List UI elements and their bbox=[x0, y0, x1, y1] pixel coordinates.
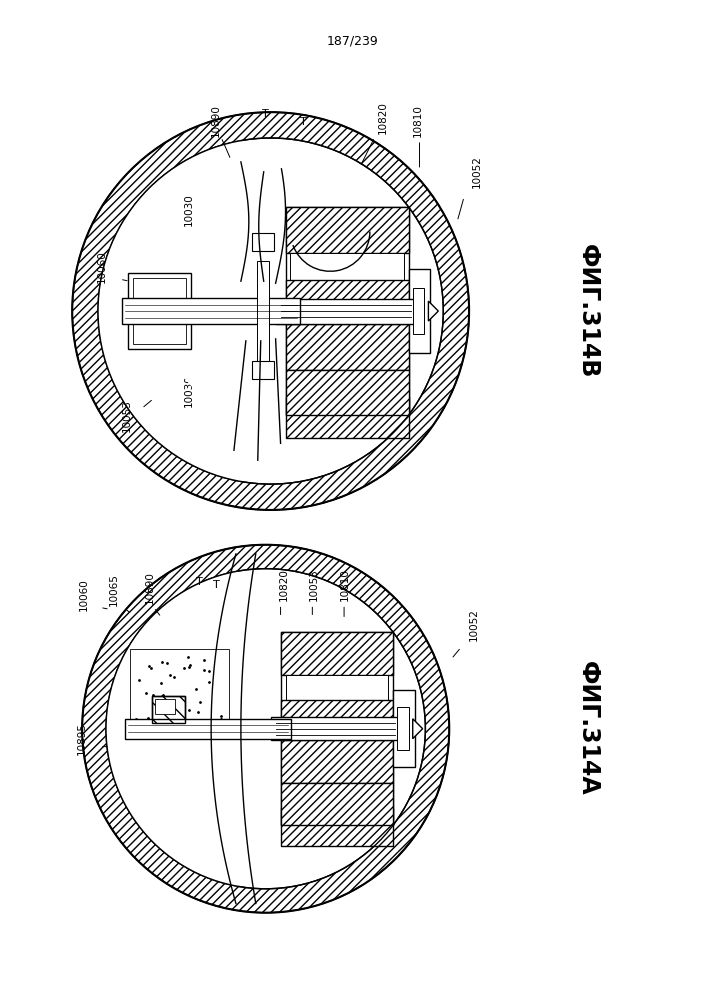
Bar bbox=[286, 397, 409, 438]
Text: 10053: 10053 bbox=[308, 568, 318, 601]
Text: T: T bbox=[262, 109, 269, 119]
Text: 10052: 10052 bbox=[472, 155, 482, 188]
Bar bbox=[281, 740, 393, 783]
Bar bbox=[152, 696, 185, 723]
Wedge shape bbox=[72, 112, 469, 510]
Bar bbox=[281, 700, 393, 738]
Wedge shape bbox=[271, 112, 469, 510]
Bar bbox=[276, 299, 423, 324]
Text: 10053: 10053 bbox=[122, 399, 132, 432]
Bar bbox=[393, 690, 415, 767]
Bar bbox=[397, 707, 409, 750]
Circle shape bbox=[82, 545, 449, 913]
Text: 187/239: 187/239 bbox=[327, 34, 379, 47]
Bar bbox=[291, 253, 404, 280]
Text: 10820: 10820 bbox=[279, 568, 288, 601]
Text: ФИГ.314A: ФИГ.314A bbox=[576, 661, 600, 796]
Bar bbox=[281, 808, 393, 846]
Bar bbox=[130, 649, 229, 739]
Bar bbox=[281, 632, 393, 825]
Bar bbox=[286, 207, 409, 253]
Wedge shape bbox=[82, 545, 449, 913]
Bar bbox=[286, 324, 409, 370]
Text: 10065: 10065 bbox=[109, 573, 119, 606]
Bar bbox=[286, 280, 409, 321]
Bar bbox=[412, 288, 424, 334]
Text: 10052: 10052 bbox=[469, 608, 479, 641]
Bar bbox=[133, 278, 187, 344]
Bar bbox=[286, 675, 388, 700]
Bar bbox=[271, 717, 408, 740]
Bar bbox=[252, 361, 274, 379]
Bar bbox=[286, 783, 388, 808]
Polygon shape bbox=[428, 301, 438, 321]
Text: 10895: 10895 bbox=[77, 722, 87, 755]
Bar bbox=[286, 207, 409, 415]
Bar bbox=[125, 719, 291, 739]
Bar bbox=[409, 269, 431, 353]
Polygon shape bbox=[413, 719, 423, 739]
Bar bbox=[281, 783, 393, 825]
Wedge shape bbox=[106, 571, 266, 886]
Text: 10890: 10890 bbox=[145, 571, 155, 604]
Text: 10060: 10060 bbox=[97, 250, 107, 283]
Circle shape bbox=[72, 112, 469, 510]
Text: 10890: 10890 bbox=[211, 104, 221, 137]
Bar bbox=[252, 233, 274, 251]
Bar bbox=[291, 370, 404, 397]
Wedge shape bbox=[98, 141, 271, 481]
Text: T: T bbox=[300, 117, 307, 127]
Wedge shape bbox=[72, 112, 271, 510]
Bar bbox=[152, 696, 185, 723]
Circle shape bbox=[161, 202, 380, 420]
Bar bbox=[128, 273, 192, 349]
Text: 10060: 10060 bbox=[79, 578, 89, 611]
Bar bbox=[257, 261, 269, 361]
Bar bbox=[155, 699, 175, 714]
Text: ФИГ.314B: ФИГ.314B bbox=[576, 244, 600, 378]
Text: T: T bbox=[196, 577, 203, 587]
Text: 10030: 10030 bbox=[185, 374, 194, 407]
Bar bbox=[281, 632, 393, 675]
Text: T: T bbox=[213, 580, 219, 590]
Bar bbox=[286, 370, 409, 415]
Text: 10810: 10810 bbox=[340, 568, 350, 601]
Bar bbox=[122, 298, 300, 324]
Text: 10030: 10030 bbox=[185, 193, 194, 226]
Text: 10810: 10810 bbox=[412, 104, 423, 137]
Text: 10820: 10820 bbox=[378, 101, 387, 134]
Circle shape bbox=[165, 628, 367, 830]
